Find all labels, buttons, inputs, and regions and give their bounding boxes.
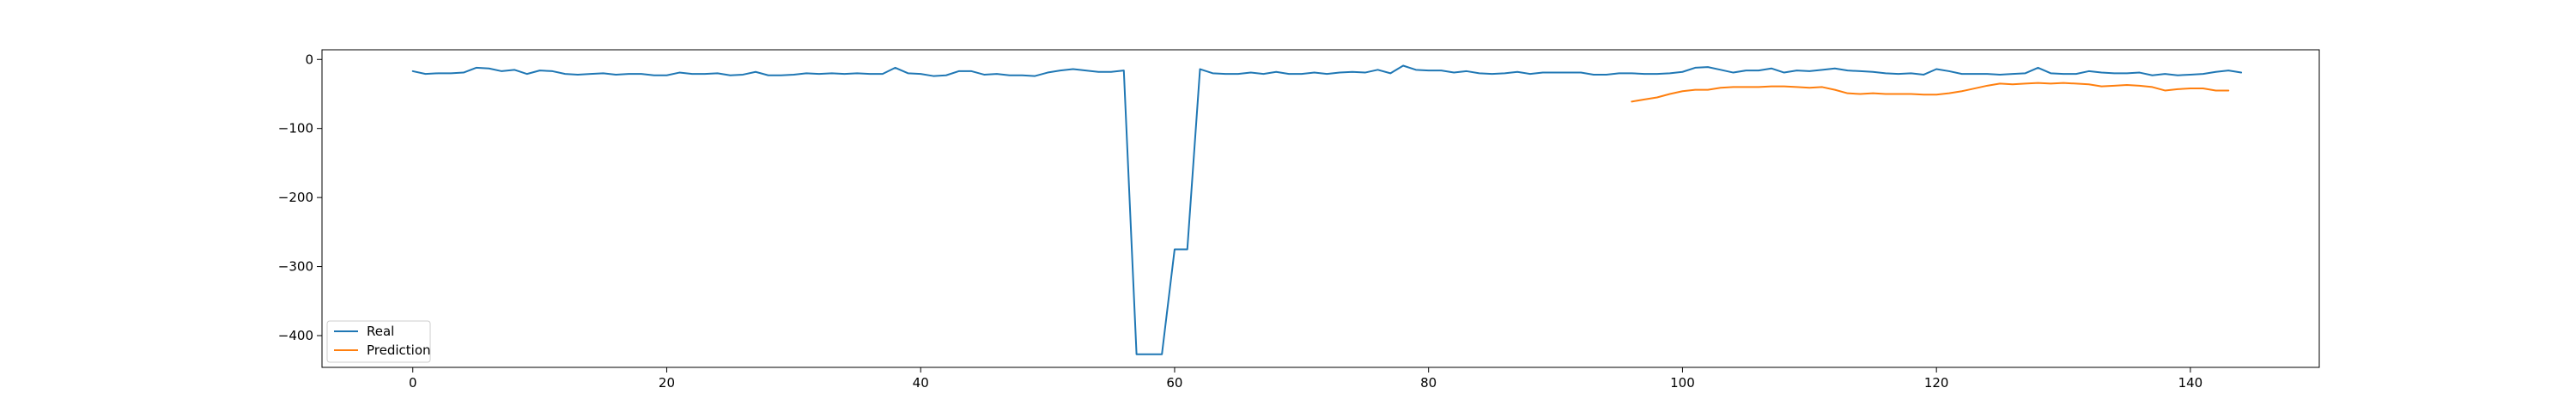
x-axis: 0 20 40 60 80 100 120 140 — [409, 367, 2202, 391]
y-tick-label: −300 — [278, 259, 313, 275]
legend-label-prediction: Prediction — [367, 342, 431, 358]
y-axis: 0 −100 −200 −300 −400 — [278, 52, 322, 343]
x-tick-label: 80 — [1420, 375, 1437, 391]
plot-frame — [321, 49, 2320, 368]
x-tick-label: 60 — [1166, 375, 1182, 391]
x-tick-label: 20 — [659, 375, 675, 391]
x-tick-label: 0 — [409, 375, 417, 391]
y-tick-label: 0 — [305, 52, 313, 67]
legend: Real Prediction — [326, 320, 431, 363]
series-line-prediction — [1631, 82, 2230, 103]
y-tick-label: −400 — [278, 328, 313, 343]
y-tick-label: −200 — [278, 190, 313, 205]
x-tick-label: 100 — [1670, 375, 1695, 391]
x-tick-label: 120 — [1924, 375, 1949, 391]
x-tick-label: 40 — [913, 375, 929, 391]
legend-label-real: Real — [367, 324, 394, 339]
y-tick-label: −100 — [278, 121, 313, 136]
series-layer — [411, 64, 2243, 355]
x-tick-label: 140 — [2178, 375, 2203, 391]
series-line-real — [411, 64, 2243, 355]
